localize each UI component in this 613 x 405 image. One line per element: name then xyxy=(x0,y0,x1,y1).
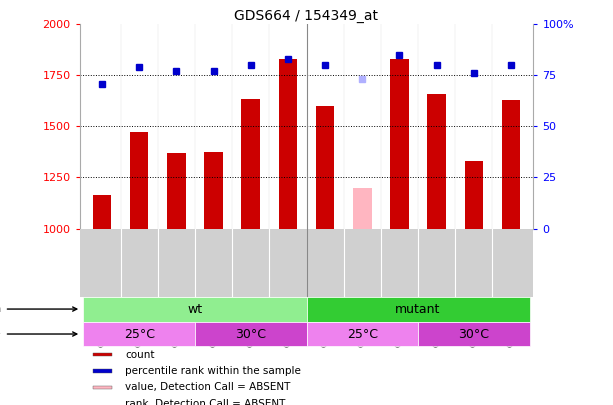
Text: count: count xyxy=(125,350,154,360)
Bar xyxy=(167,153,186,228)
Bar xyxy=(83,296,306,322)
Text: rank, Detection Call = ABSENT: rank, Detection Call = ABSENT xyxy=(125,399,286,405)
Bar xyxy=(306,322,418,347)
Title: GDS664 / 154349_at: GDS664 / 154349_at xyxy=(235,9,378,23)
Text: percentile rank within the sample: percentile rank within the sample xyxy=(125,366,301,376)
Bar xyxy=(83,322,195,347)
Bar xyxy=(93,195,112,228)
Bar xyxy=(316,106,334,228)
Bar xyxy=(93,353,112,356)
Bar xyxy=(465,161,483,228)
Text: temperature: temperature xyxy=(0,329,77,339)
Bar xyxy=(93,402,112,405)
Bar xyxy=(93,369,112,373)
Bar xyxy=(390,59,409,228)
Bar xyxy=(242,99,260,228)
Text: 30°C: 30°C xyxy=(459,328,489,341)
Bar xyxy=(204,152,223,228)
Text: 25°C: 25°C xyxy=(347,328,378,341)
Bar xyxy=(279,59,297,228)
Bar xyxy=(353,188,371,228)
Text: mutant: mutant xyxy=(395,303,441,315)
Text: 25°C: 25°C xyxy=(124,328,154,341)
Bar xyxy=(427,94,446,228)
Bar xyxy=(195,322,306,347)
Text: genotype/variation: genotype/variation xyxy=(0,304,77,314)
Bar xyxy=(93,386,112,389)
Bar xyxy=(418,322,530,347)
Bar xyxy=(130,132,148,228)
Text: 30°C: 30°C xyxy=(235,328,266,341)
Text: value, Detection Call = ABSENT: value, Detection Call = ABSENT xyxy=(125,382,291,392)
Bar xyxy=(306,296,530,322)
Text: wt: wt xyxy=(188,303,202,315)
Bar xyxy=(501,100,520,228)
